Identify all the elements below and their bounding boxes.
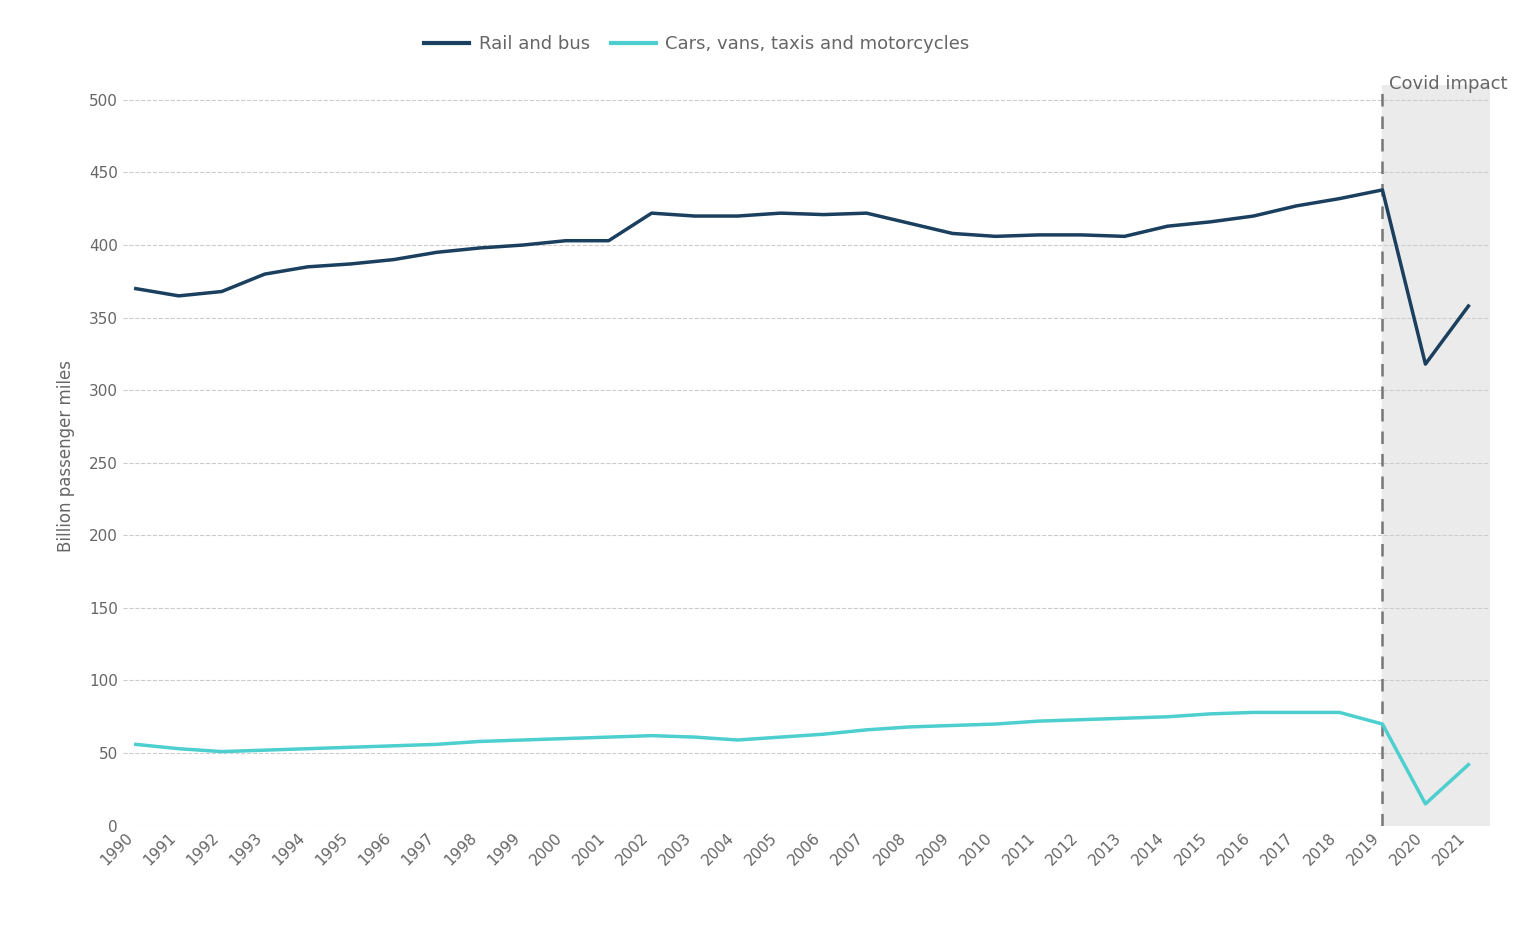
- Y-axis label: Billion passenger miles: Billion passenger miles: [57, 360, 75, 551]
- Legend: Rail and bus, Cars, vans, taxis and motorcycles: Rail and bus, Cars, vans, taxis and moto…: [424, 35, 969, 53]
- Text: Covid impact: Covid impact: [1389, 75, 1507, 93]
- Bar: [1382, 85, 1490, 826]
